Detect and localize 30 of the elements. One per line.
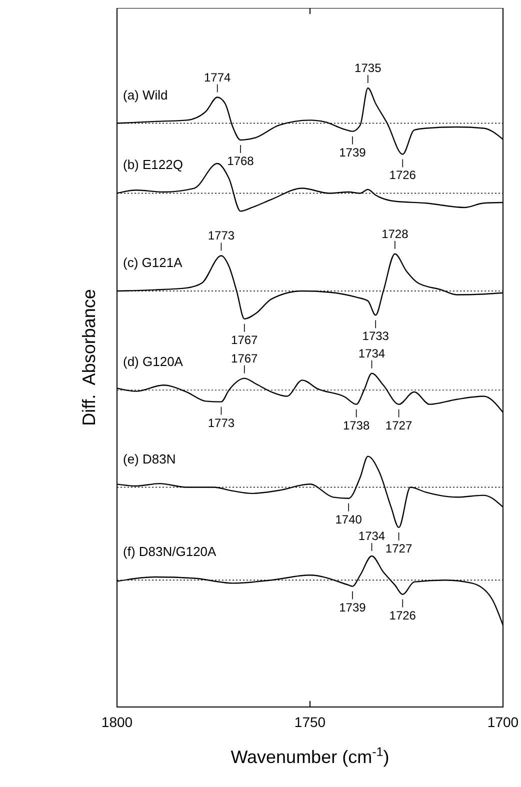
- annotation: 1734: [358, 346, 386, 360]
- annotation: 1733: [362, 329, 390, 344]
- x-tick-label: 1800: [101, 714, 133, 730]
- annotation: 1768: [227, 154, 254, 168]
- annotation: 1767: [231, 351, 258, 366]
- annotation: 1726: [389, 168, 416, 182]
- series-label: (a) Wild: [123, 87, 168, 102]
- annotation: 1740: [335, 512, 362, 526]
- y-axis-title: Diff. Absorbance: [79, 289, 99, 426]
- x-tick-label: 1700: [487, 714, 519, 730]
- annotation: 1773: [208, 416, 235, 430]
- annotation: 1739: [339, 145, 366, 160]
- series-label: (c) G121A: [123, 255, 183, 270]
- annotation: 1734: [358, 528, 386, 543]
- annotation: 1773: [208, 228, 235, 243]
- annotation: 1728: [382, 226, 409, 241]
- series-label: (d) G120A: [123, 354, 184, 370]
- series-label: (e) D83N: [123, 451, 176, 466]
- series-label: (f) D83N/G120A: [123, 544, 217, 560]
- series-label: (b) E122Q: [123, 157, 183, 172]
- annotation: 1738: [342, 418, 370, 432]
- annotation: 1726: [389, 608, 416, 622]
- annotation: 1727: [385, 541, 412, 556]
- x-axis-title: Wavenumber (cm$^{-1}$): [230, 745, 390, 767]
- annotation: 1735: [354, 61, 382, 75]
- annotation: 1767: [231, 332, 258, 347]
- x-tick-label: 1750: [294, 714, 326, 730]
- annotation: 1739: [339, 600, 366, 614]
- annotation: 1774: [204, 70, 232, 84]
- annotation: 1727: [385, 418, 412, 432]
